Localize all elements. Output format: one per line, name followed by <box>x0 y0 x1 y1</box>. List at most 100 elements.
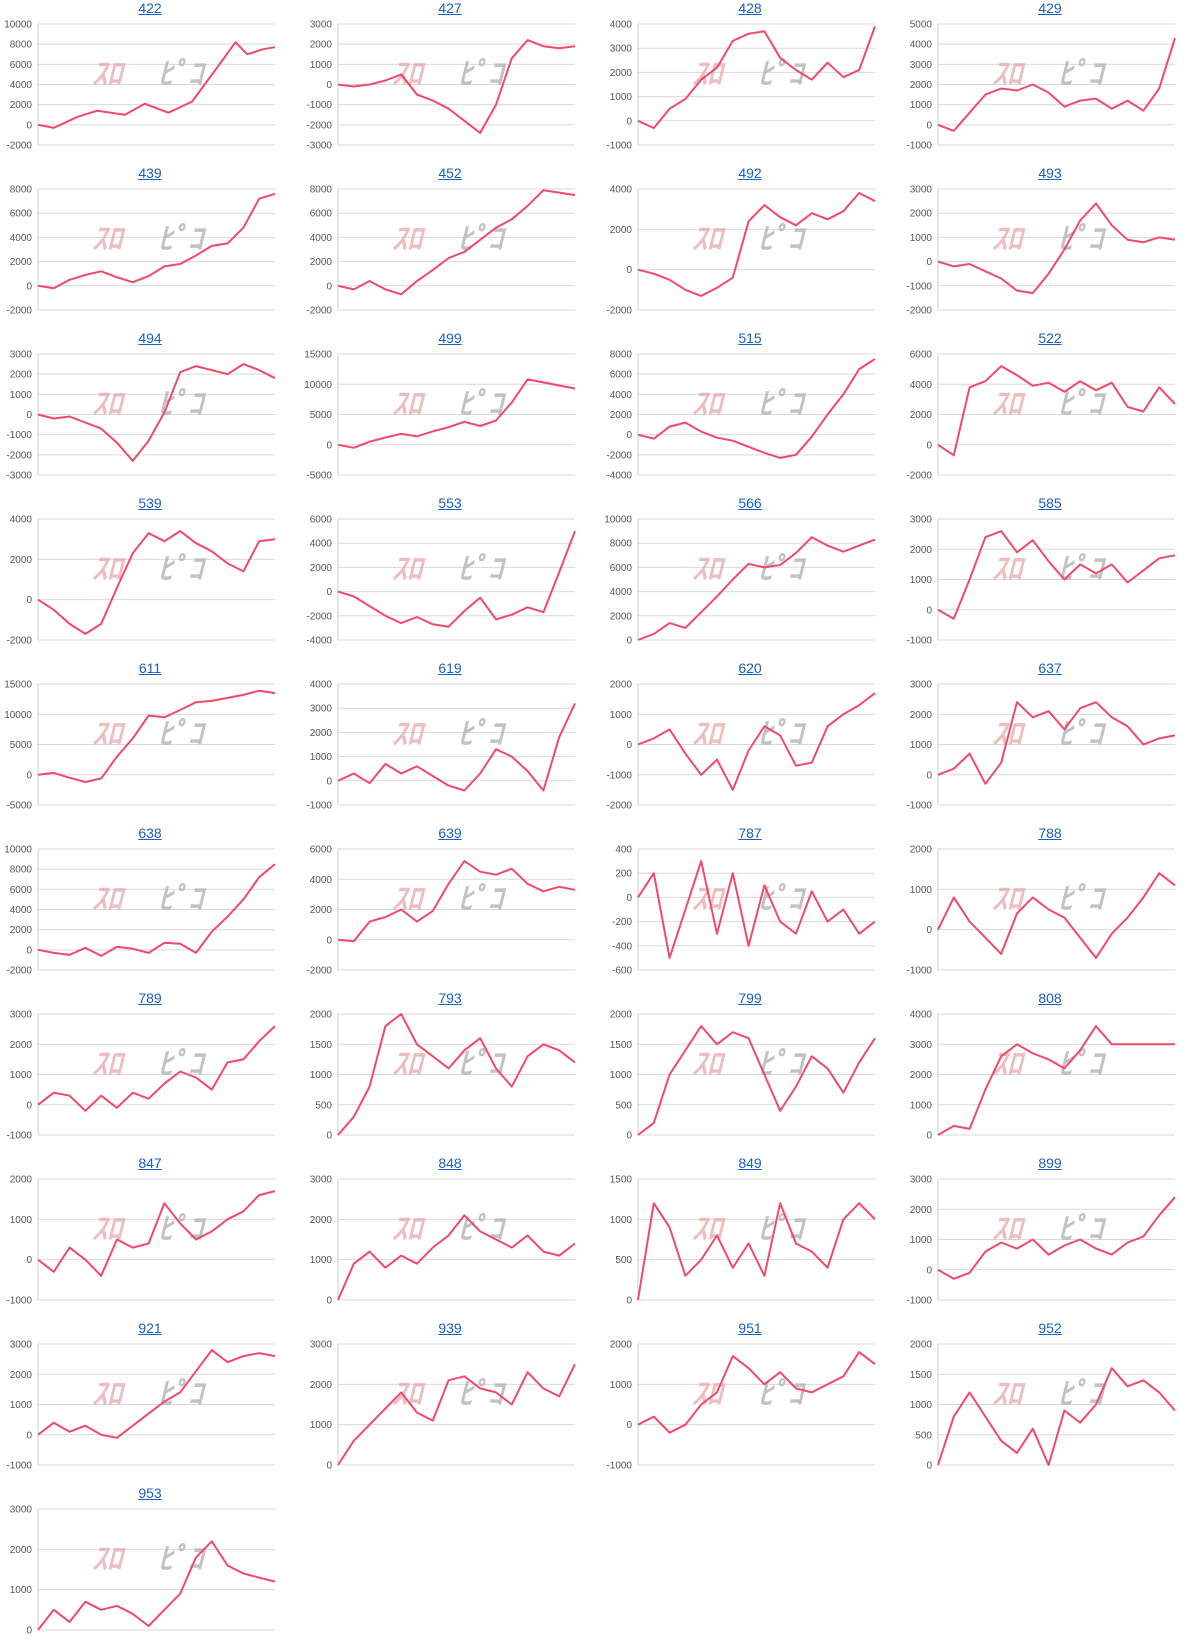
chart-title-link[interactable]: 492 <box>738 165 762 181</box>
chart-title-link[interactable]: 789 <box>138 990 162 1006</box>
chart-title-link[interactable]: 427 <box>438 0 462 16</box>
y-tick-label: 2000 <box>910 209 933 220</box>
chart-title-link[interactable]: 799 <box>738 990 762 1006</box>
series-line <box>37 192 276 290</box>
series-line <box>937 530 1176 620</box>
watermark-logo: ｽﾛ ﾋﾟｺ <box>392 387 507 422</box>
watermark-logo: ｽﾛ ﾋﾟｺ <box>92 387 207 422</box>
svg-text:ｽﾛ: ｽﾛ <box>992 57 1026 92</box>
chart-title-link[interactable]: 428 <box>738 0 762 16</box>
chart-panel-539: 539 -2000 0 2000 4000 ｽﾛ ﾋﾟｺ <box>0 495 300 660</box>
chart-title-link[interactable]: 611 <box>138 660 162 676</box>
chart-title-link[interactable]: 793 <box>438 990 462 1006</box>
chart-title-link[interactable]: 848 <box>438 1155 462 1171</box>
watermark-logo: ｽﾛ ﾋﾟｺ <box>692 717 807 752</box>
chart-title-link[interactable]: 638 <box>138 825 162 841</box>
chart-title-link[interactable]: 637 <box>1038 660 1062 676</box>
y-tick-label: 10000 <box>4 20 32 31</box>
chart-title-link[interactable]: 429 <box>1038 0 1062 16</box>
y-tick-label: -5000 <box>6 801 32 812</box>
svg-text:ｽﾛ: ｽﾛ <box>92 552 126 587</box>
chart-plot: -3000 -2000 -1000 0 1000 2000 3000 ｽﾛ ﾋﾟｺ <box>306 20 576 152</box>
y-tick-label: 3000 <box>910 1040 933 1051</box>
y-tick-label: 3000 <box>310 20 333 31</box>
y-tick-label: 2000 <box>10 1040 33 1051</box>
series-line <box>337 860 576 943</box>
chart-plot: -2000 0 2000 4000 6000 8000 ｽﾛ ﾋﾟｺ <box>306 185 576 317</box>
chart-title-link[interactable]: 439 <box>138 165 162 181</box>
y-tick-label: 1000 <box>910 1100 933 1111</box>
chart-title-link[interactable]: 452 <box>438 165 462 181</box>
chart-title-link[interactable]: 539 <box>138 495 162 511</box>
chart-panel-953: 953 0 1000 2000 3000 ｽﾛ ﾋﾟｺ <box>0 1485 300 1650</box>
chart-title-link[interactable]: 951 <box>738 1320 762 1336</box>
y-tick-label: 8000 <box>610 539 633 550</box>
y-tick-label: -600 <box>612 966 632 977</box>
chart-title-link[interactable]: 849 <box>738 1155 762 1171</box>
chart-title-link[interactable]: 939 <box>438 1320 462 1336</box>
y-tick-label: 2000 <box>10 555 33 566</box>
watermark-logo: ｽﾛ ﾋﾟｺ <box>92 717 207 752</box>
y-tick-label: 0 <box>326 1296 332 1307</box>
watermark-logo: ｽﾛ ﾋﾟｺ <box>692 1047 807 1082</box>
y-tick-label: -1000 <box>906 281 932 292</box>
y-tick-label: -2000 <box>306 611 332 622</box>
chart-title-link[interactable]: 422 <box>138 0 162 16</box>
svg-text:ﾋﾟｺ: ﾋﾟｺ <box>158 222 207 257</box>
y-tick-label: 4000 <box>610 20 633 31</box>
y-tick-label: 2000 <box>910 410 933 421</box>
svg-text:ｽﾛ: ｽﾛ <box>392 1377 426 1412</box>
chart-panel-793: 793 0 500 1000 1500 2000 ｽﾛ ﾋﾟｺ <box>300 990 600 1155</box>
y-tick-label: 0 <box>26 1430 32 1441</box>
chart-title-link[interactable]: 494 <box>138 330 162 346</box>
chart-title-link[interactable]: 566 <box>738 495 762 511</box>
series-line <box>637 692 876 791</box>
watermark-logo: ｽﾛ ﾋﾟｺ <box>392 552 507 587</box>
chart-panel-515: 515 -4000 -2000 0 2000 4000 6000 8000 ｽﾛ ﾋﾟｺ <box>600 330 900 495</box>
chart-title-link[interactable]: 788 <box>1038 825 1062 841</box>
svg-text:ﾋﾟｺ: ﾋﾟｺ <box>458 717 507 752</box>
y-tick-label: 0 <box>326 776 332 787</box>
chart-title-link[interactable]: 620 <box>738 660 762 676</box>
chart-panel-566: 566 0 2000 4000 6000 8000 10000 ｽﾛ ﾋﾟｺ <box>600 495 900 660</box>
chart-title-link[interactable]: 899 <box>1038 1155 1062 1171</box>
chart-title-link[interactable]: 522 <box>1038 330 1062 346</box>
y-tick-label: -2000 <box>6 636 32 647</box>
chart-title-link[interactable]: 847 <box>138 1155 162 1171</box>
y-tick-label: 6000 <box>310 515 333 526</box>
y-tick-label: 3000 <box>10 1340 33 1351</box>
svg-text:ﾋﾟｺ: ﾋﾟｺ <box>758 222 807 257</box>
chart-title-link[interactable]: 493 <box>1038 165 1062 181</box>
y-tick-label: 1000 <box>910 1400 933 1411</box>
chart-title-link[interactable]: 787 <box>738 825 762 841</box>
chart-panel-849: 849 0 500 1000 1500 ｽﾛ ﾋﾟｺ <box>600 1155 900 1320</box>
chart-plot: -2000 -1000 0 1000 2000 ｽﾛ ﾋﾟｺ <box>606 680 876 812</box>
y-tick-label: 2000 <box>310 1380 333 1391</box>
chart-title-link[interactable]: 585 <box>1038 495 1062 511</box>
chart-panel-788: 788 -1000 0 1000 2000 ｽﾛ ﾋﾟｺ <box>900 825 1200 990</box>
y-tick-label: -200 <box>612 917 632 928</box>
svg-text:ﾋﾟｺ: ﾋﾟｺ <box>458 1047 507 1082</box>
chart-title-link[interactable]: 499 <box>438 330 462 346</box>
y-tick-label: -400 <box>612 941 632 952</box>
y-tick-label: -1000 <box>6 1461 32 1472</box>
chart-title-link[interactable]: 515 <box>738 330 762 346</box>
chart-title-link[interactable]: 619 <box>438 660 462 676</box>
y-tick-label: 0 <box>926 440 932 451</box>
y-tick-label: 2000 <box>910 1205 933 1216</box>
chart-title-link[interactable]: 953 <box>138 1485 162 1501</box>
chart-title-link[interactable]: 639 <box>438 825 462 841</box>
y-tick-label: 200 <box>615 869 632 880</box>
chart-title: 637 <box>900 660 1200 676</box>
chart-title-link[interactable]: 553 <box>438 495 462 511</box>
watermark-logo: ｽﾛ ﾋﾟｺ <box>992 222 1107 257</box>
chart-title-link[interactable]: 952 <box>1038 1320 1062 1336</box>
y-tick-label: 2000 <box>610 611 633 622</box>
chart-title-link[interactable]: 921 <box>138 1320 162 1336</box>
y-tick-label: 3000 <box>10 1505 33 1516</box>
chart-title-link[interactable]: 808 <box>1038 990 1062 1006</box>
chart-panel-848: 848 0 1000 2000 3000 ｽﾛ ﾋﾟｺ <box>300 1155 600 1320</box>
